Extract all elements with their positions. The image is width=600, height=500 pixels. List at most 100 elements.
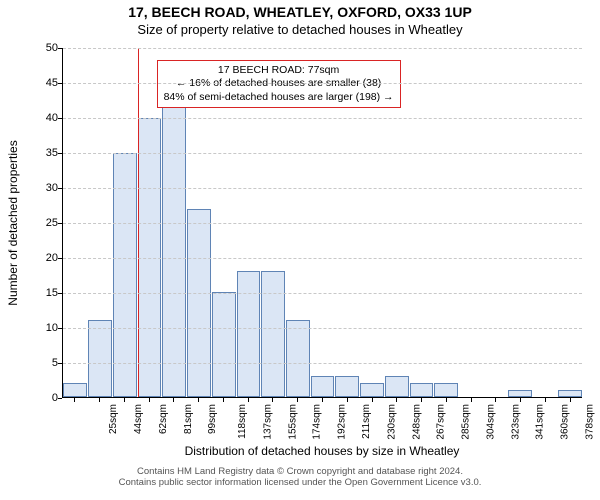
x-tick-mark xyxy=(322,398,323,402)
x-tick-mark xyxy=(396,398,397,402)
x-tick-mark xyxy=(520,398,521,402)
x-tick-label: 360sqm xyxy=(560,404,571,440)
y-tick-label: 30 xyxy=(28,182,58,194)
x-tick-mark xyxy=(124,398,125,402)
annot-line-3: 84% of semi-detached houses are larger (… xyxy=(164,91,394,104)
bar xyxy=(162,104,186,397)
y-tick-label: 35 xyxy=(28,147,58,159)
x-tick-label: 155sqm xyxy=(287,404,298,440)
x-axis-label: Distribution of detached houses by size … xyxy=(62,444,582,458)
x-tick-mark xyxy=(223,398,224,402)
y-tick-mark xyxy=(58,48,62,49)
chart-plot-area: 17 BEECH ROAD: 77sqm ← 16% of detached h… xyxy=(62,48,582,398)
x-tick-mark xyxy=(495,398,496,402)
bar xyxy=(261,271,285,397)
x-tick-label: 267sqm xyxy=(436,404,447,440)
bar xyxy=(360,383,384,397)
y-tick-mark xyxy=(58,118,62,119)
y-axis-label: Number of detached properties xyxy=(6,48,20,398)
bar xyxy=(558,390,582,397)
bar xyxy=(286,320,310,397)
annot-line-1: 17 BEECH ROAD: 77sqm xyxy=(164,64,394,77)
bar xyxy=(237,271,261,397)
y-tick-label: 25 xyxy=(28,217,58,229)
y-tick-mark xyxy=(58,398,62,399)
x-tick-mark xyxy=(272,398,273,402)
x-tick-label: 62sqm xyxy=(158,404,169,434)
bar xyxy=(212,292,236,397)
grid-line xyxy=(63,48,582,49)
x-tick-mark xyxy=(173,398,174,402)
x-tick-label: 323sqm xyxy=(510,404,521,440)
x-tick-mark xyxy=(372,398,373,402)
grid-line xyxy=(63,118,582,119)
x-tick-label: 285sqm xyxy=(461,404,472,440)
x-tick-label: 118sqm xyxy=(237,404,248,439)
grid-line xyxy=(63,153,582,154)
x-tick-label: 174sqm xyxy=(312,404,323,440)
title-sub: Size of property relative to detached ho… xyxy=(0,22,600,37)
y-tick-mark xyxy=(58,328,62,329)
x-tick-mark xyxy=(149,398,150,402)
x-tick-mark xyxy=(545,398,546,402)
x-tick-label: 230sqm xyxy=(386,404,397,440)
y-tick-label: 15 xyxy=(28,287,58,299)
x-tick-label: 378sqm xyxy=(584,404,595,440)
x-tick-label: 81sqm xyxy=(183,404,194,434)
x-tick-label: 248sqm xyxy=(411,404,422,440)
y-tick-mark xyxy=(58,258,62,259)
x-tick-label: 44sqm xyxy=(133,404,144,434)
attribution-footer: Contains HM Land Registry data © Crown c… xyxy=(0,466,600,489)
x-tick-mark xyxy=(570,398,571,402)
x-tick-mark xyxy=(347,398,348,402)
y-tick-label: 40 xyxy=(28,112,58,124)
y-tick-mark xyxy=(58,223,62,224)
y-tick-label: 5 xyxy=(28,357,58,369)
bar xyxy=(335,376,359,397)
y-tick-label: 0 xyxy=(28,392,58,404)
footer-line-1: Contains HM Land Registry data © Crown c… xyxy=(0,466,600,477)
bar xyxy=(311,376,335,397)
bar xyxy=(63,383,87,397)
title-main: 17, BEECH ROAD, WHEATLEY, OXFORD, OX33 1… xyxy=(0,4,600,20)
grid-line xyxy=(63,83,582,84)
x-tick-label: 25sqm xyxy=(108,404,119,434)
x-tick-mark xyxy=(248,398,249,402)
grid-line xyxy=(63,293,582,294)
y-tick-label: 20 xyxy=(28,252,58,264)
grid-line xyxy=(63,188,582,189)
x-tick-label: 341sqm xyxy=(535,404,546,440)
grid-line xyxy=(63,328,582,329)
x-tick-mark xyxy=(471,398,472,402)
grid-line xyxy=(63,223,582,224)
x-tick-mark xyxy=(74,398,75,402)
x-tick-mark xyxy=(446,398,447,402)
grid-line xyxy=(63,258,582,259)
bar xyxy=(113,153,137,397)
bar xyxy=(88,320,112,397)
bar xyxy=(508,390,532,397)
y-tick-mark xyxy=(58,188,62,189)
bar xyxy=(385,376,409,397)
bar xyxy=(187,209,211,397)
x-tick-label: 99sqm xyxy=(207,404,218,434)
bar xyxy=(434,383,458,397)
x-tick-label: 137sqm xyxy=(263,404,274,440)
y-tick-mark xyxy=(58,293,62,294)
y-tick-mark xyxy=(58,153,62,154)
x-tick-mark xyxy=(421,398,422,402)
grid-line xyxy=(63,363,582,364)
y-tick-label: 10 xyxy=(28,322,58,334)
x-tick-label: 304sqm xyxy=(485,404,496,440)
bar xyxy=(410,383,434,397)
x-tick-mark xyxy=(198,398,199,402)
footer-line-2: Contains public sector information licen… xyxy=(0,477,600,488)
y-tick-label: 50 xyxy=(28,42,58,54)
y-tick-mark xyxy=(58,363,62,364)
x-tick-mark xyxy=(297,398,298,402)
x-tick-label: 211sqm xyxy=(361,404,372,439)
y-tick-mark xyxy=(58,83,62,84)
x-tick-mark xyxy=(99,398,100,402)
x-tick-label: 192sqm xyxy=(337,404,348,440)
y-tick-label: 45 xyxy=(28,77,58,89)
